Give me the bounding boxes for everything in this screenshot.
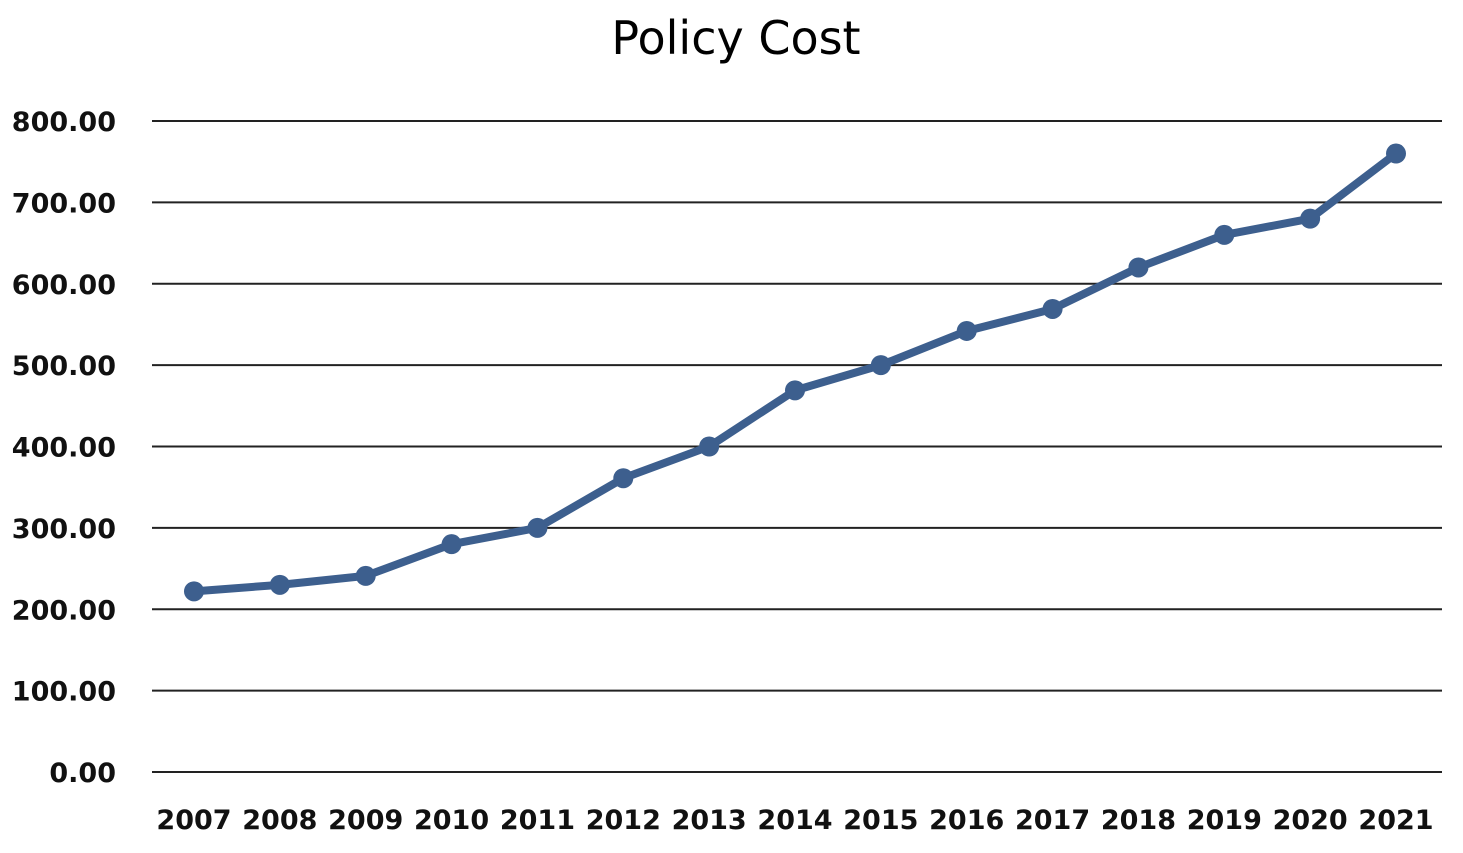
data-point-2012 xyxy=(613,468,634,489)
data-point-2021 xyxy=(1386,143,1406,164)
x-tick-label: 2014 xyxy=(757,805,832,836)
x-tick-label: 2018 xyxy=(1101,805,1176,836)
x-tick-label: 2009 xyxy=(328,805,403,836)
y-tick-label: 300.00 xyxy=(12,514,116,545)
data-point-2016 xyxy=(956,320,977,341)
x-tick-label: 2019 xyxy=(1187,805,1262,836)
x-tick-label: 2011 xyxy=(500,805,575,836)
data-point-2011 xyxy=(527,517,548,538)
x-tick-label: 2007 xyxy=(156,805,231,836)
y-tick-label: 100.00 xyxy=(12,677,116,708)
data-point-2009 xyxy=(355,565,376,586)
series-line xyxy=(190,149,1400,596)
data-point-2008 xyxy=(269,574,290,595)
series-group xyxy=(184,143,1406,602)
y-tick-label: 400.00 xyxy=(12,433,116,464)
data-point-2020 xyxy=(1300,208,1321,229)
data-point-2014 xyxy=(785,380,805,401)
x-tick-label: 2016 xyxy=(929,805,1004,836)
x-tick-label: 2020 xyxy=(1273,805,1348,836)
y-tick-label: 500.00 xyxy=(12,351,116,382)
x-tick-label: 2012 xyxy=(586,805,661,836)
data-point-2013 xyxy=(699,436,720,457)
x-tick-label: 2017 xyxy=(1015,805,1090,836)
data-point-2007 xyxy=(184,581,204,602)
data-point-2015 xyxy=(870,355,891,376)
data-point-2019 xyxy=(1214,224,1235,245)
y-tick-label: 600.00 xyxy=(12,270,116,301)
gridlines xyxy=(152,120,1442,773)
x-tick-label: 2010 xyxy=(414,805,489,836)
x-tick-label: 2013 xyxy=(672,805,747,836)
y-axis-tick-labels: 0.00 100.00 200.00 300.00 400.00 500.00 600.00… xyxy=(12,107,116,789)
chart-title: Policy Cost xyxy=(611,11,860,65)
y-tick-label: 700.00 xyxy=(12,188,116,219)
x-tick-label: 2021 xyxy=(1358,805,1433,836)
data-point-2010 xyxy=(441,534,462,555)
x-tick-label: 2015 xyxy=(843,805,918,836)
y-tick-label: 800.00 xyxy=(12,107,116,138)
x-axis-tick-labels: 2007 2008 2009 2010 2011 2012 2013 2014 2015 2016… xyxy=(156,805,1433,836)
data-point-2017 xyxy=(1042,298,1063,319)
x-tick-label: 2008 xyxy=(242,805,317,836)
data-point-2018 xyxy=(1128,257,1149,278)
y-tick-label: 0.00 xyxy=(49,758,116,789)
y-tick-label: 200.00 xyxy=(12,595,116,626)
